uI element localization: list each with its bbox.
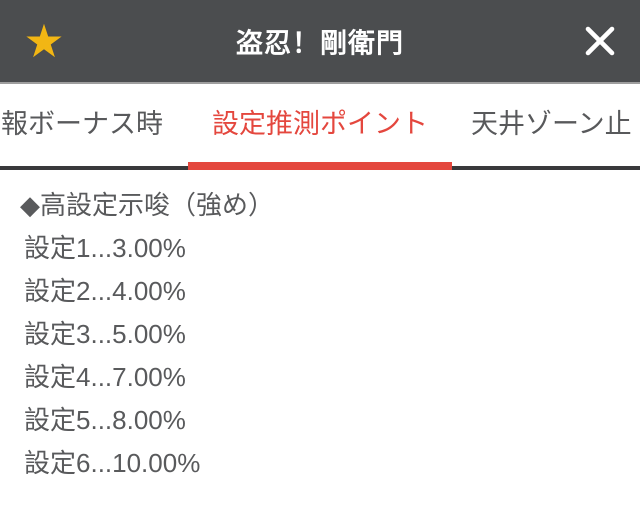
close-icon (581, 22, 619, 60)
setting-label: 設定6 (24, 448, 91, 478)
setting-row: 設定4...7.00% (24, 356, 640, 399)
tab-tenjo-zone[interactable]: 天井ゾーン止 (471, 109, 632, 139)
tab-bar: 報ボーナス時 設定推測ポイント 天井ゾーン止 (0, 84, 640, 170)
setting-row: 設定3...5.00% (24, 313, 640, 356)
setting-row: 設定1...3.00% (24, 227, 640, 270)
setting-row: 設定6...10.00% (24, 442, 640, 485)
setting-suggestion-panel: ◆高設定示唆（強め） 設定1...3.00% 設定2...4.00% 設定3..… (0, 170, 640, 485)
row-separator: ... (90, 319, 113, 349)
favorite-star-icon[interactable]: ★ (20, 15, 68, 67)
setting-label: 設定5 (24, 405, 91, 435)
setting-value: 10.00% (112, 448, 201, 478)
setting-value: 3.00% (112, 233, 186, 263)
row-separator: ... (90, 276, 113, 306)
row-separator: ... (90, 362, 113, 392)
page-title: 盗忍！剛衛門 (236, 28, 404, 59)
setting-label: 設定3 (24, 319, 91, 349)
setting-value: 4.00% (112, 276, 186, 306)
tab-setting-suisoku-points[interactable]: 設定推測ポイント (212, 109, 428, 139)
row-separator: ... (90, 233, 113, 263)
setting-value: 7.00% (112, 362, 186, 392)
title-bar: ★ 盗忍！剛衛門 (0, 0, 640, 84)
setting-value: 8.00% (112, 405, 186, 435)
row-separator: ... (90, 448, 113, 478)
setting-label: 設定4 (24, 362, 91, 392)
setting-label: 設定2 (24, 276, 91, 306)
section-heading: ◆高設定示唆（強め） (20, 190, 274, 220)
active-tab-indicator (188, 162, 452, 170)
row-separator: ... (90, 405, 113, 435)
setting-label: 設定1 (24, 233, 91, 263)
close-button[interactable] (580, 21, 620, 61)
setting-row: 設定2...4.00% (24, 270, 640, 313)
setting-value: 5.00% (112, 319, 186, 349)
setting-row: 設定5...8.00% (24, 399, 640, 442)
tab-bonus-info[interactable]: 報ボーナス時 (1, 109, 163, 139)
